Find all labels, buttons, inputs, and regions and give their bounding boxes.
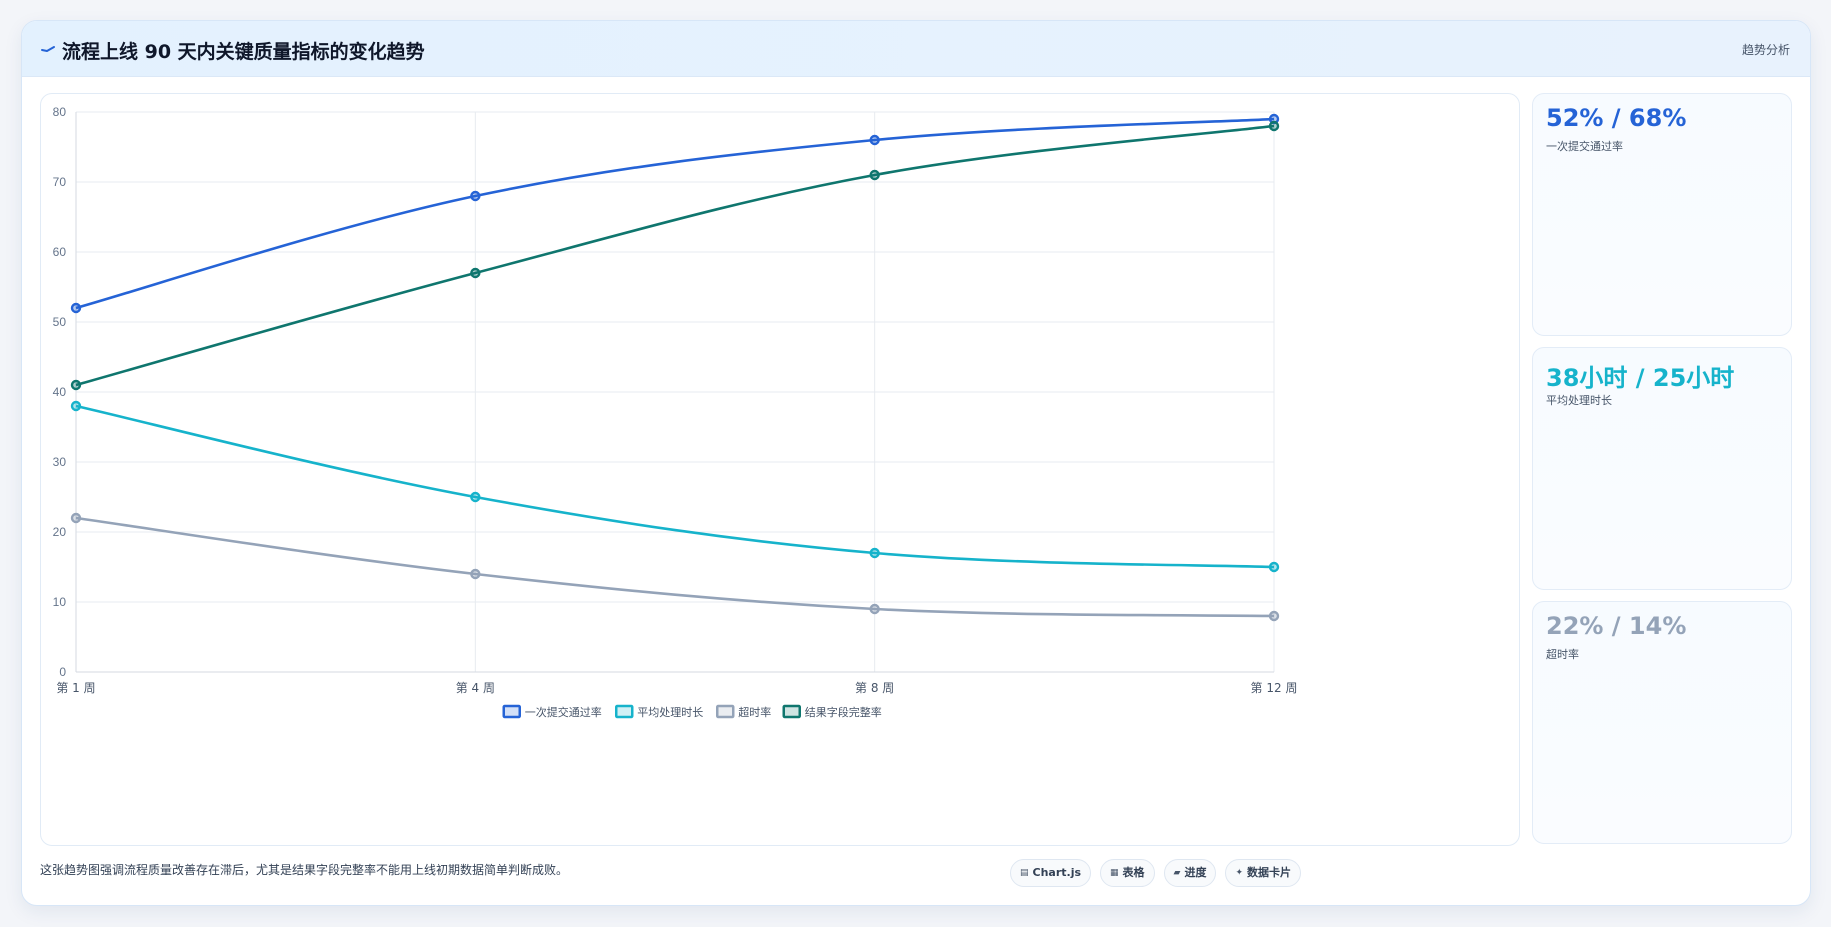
kpi-value: 52% / 68% [1546, 104, 1687, 132]
kpi-label: 平均处理时长 [1546, 394, 1612, 407]
data-point [1268, 610, 1280, 622]
data-point [70, 379, 82, 391]
y-tick-label: 20 [53, 525, 67, 539]
chip-label: Chart.js [1032, 866, 1082, 879]
y-tick-label: 80 [53, 105, 67, 119]
chip-label: 进度 [1184, 866, 1207, 879]
y-tick-label: 30 [53, 455, 67, 469]
x-tick-label: 第 1 周 [56, 681, 95, 695]
line-chart: 0 10 20 30 40 50 60 70 80 第 1 周 第 4 周 第 8 周 第 12 周一次… [53, 105, 1298, 719]
series-line-3 [75, 516, 1275, 618]
legend-swatch [716, 704, 735, 719]
data-point [869, 169, 880, 181]
chip-chartjs[interactable]: ▤ Chart.js [1010, 859, 1092, 887]
chip-row: ▤ Chart.js ▦ 表格 ▰ 进度 ✦ 数据卡片 [1010, 859, 1302, 887]
trend-card: 流程上线 90 天内关键质量指标的变化趋势 趋势分析 0 10 20 30 40 50 60… [21, 20, 1811, 906]
x-tick-label: 第 8 周 [855, 681, 894, 695]
data-point [470, 267, 481, 279]
card-icon: ✦ [1235, 868, 1244, 878]
kpi-value: 38小时 / 25小时 [1546, 364, 1735, 392]
data-point [1268, 561, 1280, 573]
y-tick-label: 10 [53, 595, 67, 609]
legend-label: 一次提交通过率 [525, 705, 602, 719]
kpi-card-pass-rate: 52% / 68% 一次提交通过率 [1532, 93, 1792, 336]
data-point [1268, 120, 1280, 132]
y-tick-label: 70 [53, 175, 67, 189]
y-tick-label: 40 [53, 385, 67, 399]
kpi-value: 22% / 14% [1546, 612, 1687, 640]
trend-line-icon [41, 46, 55, 52]
data-point [869, 547, 880, 559]
series-line-4 [75, 124, 1275, 387]
data-point [470, 568, 481, 580]
y-tick-label: 60 [53, 245, 67, 259]
series-line-2 [75, 404, 1275, 569]
chip-progress[interactable]: ▰ 进度 [1163, 859, 1217, 887]
table-icon: ▦ [1110, 868, 1119, 878]
kpi-label: 一次提交通过率 [1546, 140, 1623, 153]
kpi-card-processing-time: 38小时 / 25小时 平均处理时长 [1532, 347, 1792, 590]
legend-label: 结果字段完整率 [805, 705, 882, 719]
chip-label: 表格 [1122, 866, 1145, 879]
legend-swatch [615, 704, 634, 719]
chip-data-card[interactable]: ✦ 数据卡片 [1225, 859, 1302, 887]
chip-label: 数据卡片 [1247, 866, 1292, 879]
y-tick-label: 0 [59, 665, 66, 679]
page-title: 流程上线 90 天内关键质量指标的变化趋势 [62, 41, 425, 63]
analysis-tag: 趋势分析 [1741, 43, 1790, 57]
legend-swatch [782, 704, 801, 719]
series-line-1 [75, 117, 1275, 310]
legend-label: 超时率 [738, 705, 771, 719]
progress-icon: ▰ [1173, 868, 1181, 878]
x-tick-label: 第 12 周 [1251, 681, 1298, 695]
card-header: 流程上线 90 天内关键质量指标的变化趋势 趋势分析 [22, 21, 1810, 77]
chart-panel: 0 10 20 30 40 50 60 70 80 第 1 周 第 4 周 第 8 周 第 12 周一次… [40, 93, 1520, 846]
chip-table[interactable]: ▦ 表格 [1100, 859, 1155, 887]
chart-icon: ▤ [1020, 868, 1029, 878]
kpi-card-timeout-rate: 22% / 14% 超时率 [1532, 601, 1792, 844]
data-point [869, 134, 880, 146]
legend-swatch [502, 704, 521, 719]
data-point [70, 302, 82, 314]
data-point [70, 400, 82, 412]
x-tick-label: 第 4 周 [456, 681, 495, 695]
data-point [470, 491, 481, 503]
legend-label: 平均处理时长 [637, 706, 703, 719]
y-tick-label: 50 [53, 315, 67, 329]
data-point [470, 190, 481, 202]
footer-note: 这张趋势图强调流程质量改善存在滞后，尤其是结果字段完整率不能用上线初期数据简单判… [40, 863, 569, 877]
data-point [70, 512, 82, 524]
data-point [869, 603, 880, 615]
kpi-label: 超时率 [1546, 648, 1579, 661]
